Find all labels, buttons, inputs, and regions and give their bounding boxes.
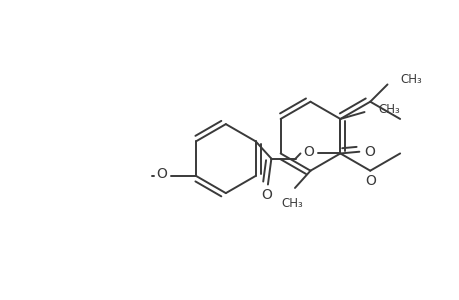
Text: O: O [302, 145, 313, 159]
Text: O: O [156, 167, 167, 182]
Text: O: O [363, 145, 374, 159]
Text: CH₃: CH₃ [377, 103, 399, 116]
Text: O: O [261, 188, 272, 202]
Text: O: O [365, 174, 376, 188]
Text: CH₃: CH₃ [399, 73, 421, 86]
Text: CH₃: CH₃ [281, 197, 303, 210]
